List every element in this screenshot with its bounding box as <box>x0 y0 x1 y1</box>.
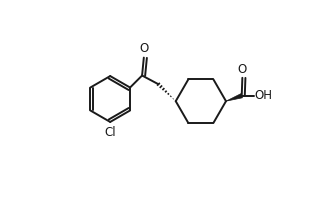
Text: O: O <box>139 42 148 55</box>
Text: O: O <box>238 63 247 76</box>
Text: OH: OH <box>254 89 272 102</box>
Polygon shape <box>226 94 242 101</box>
Text: Cl: Cl <box>105 126 116 139</box>
